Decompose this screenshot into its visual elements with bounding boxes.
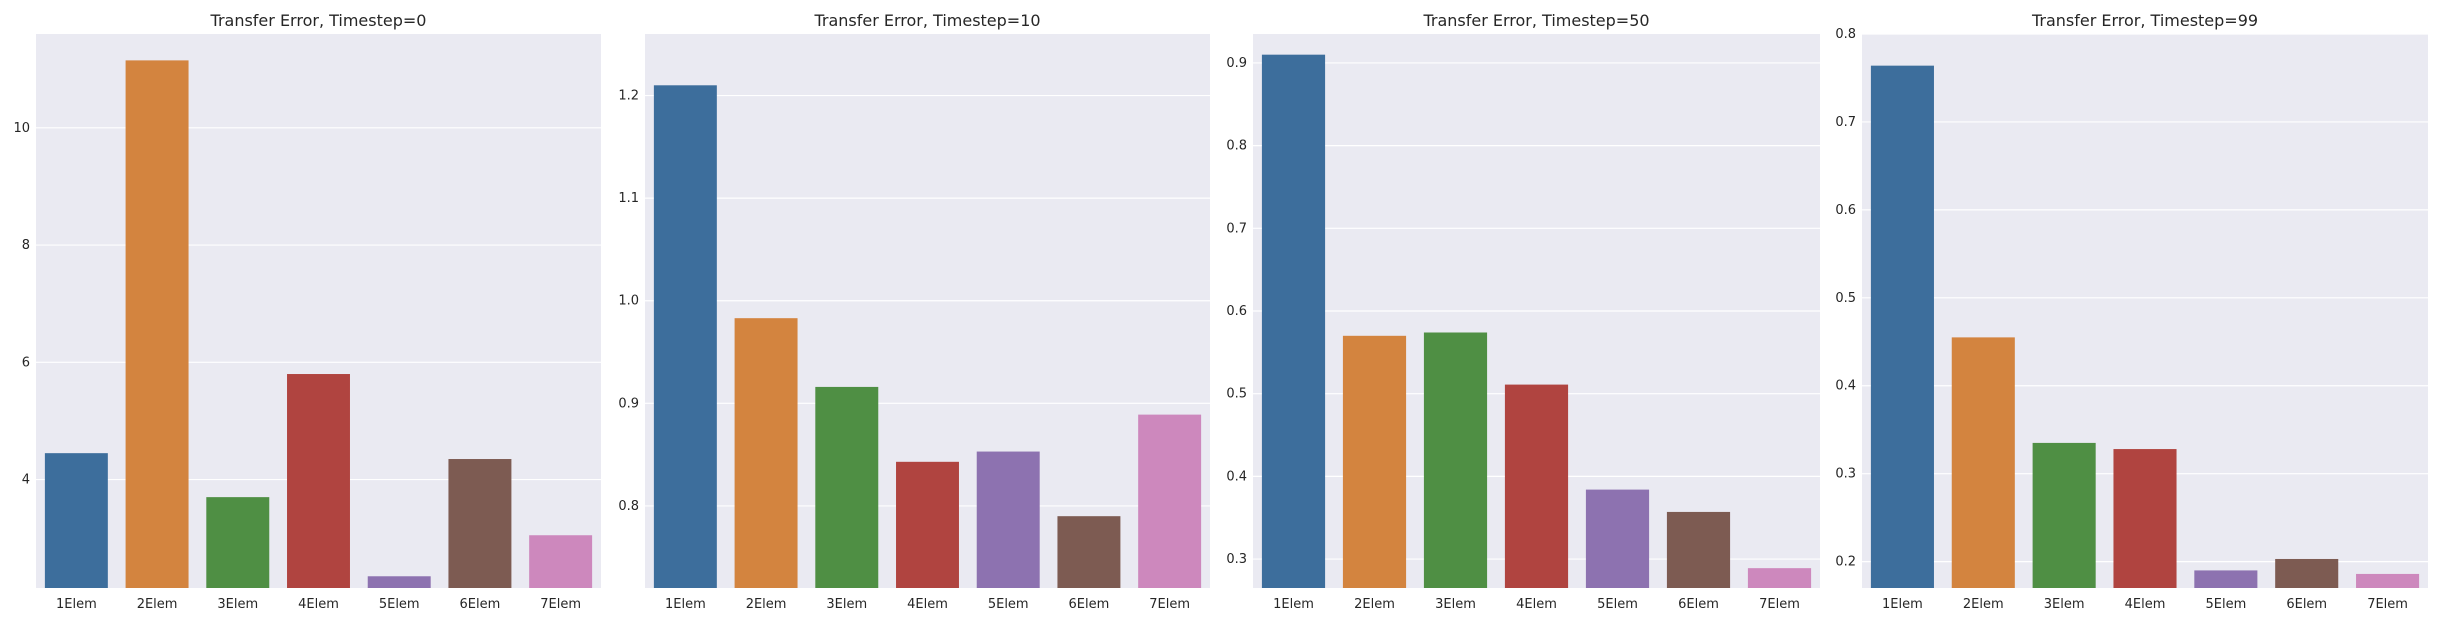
bar-7Elem (1138, 414, 1202, 588)
bar-4Elem (287, 374, 350, 588)
bar-3Elem (206, 497, 270, 588)
x-tick-label: 7Elem (1759, 597, 1800, 612)
y-tick-label: 0.9 (1226, 56, 1247, 71)
x-tick-label: 2Elem (746, 597, 787, 612)
x-tick-label: 6Elem (2286, 597, 2327, 612)
y-tick-label: 0.8 (1835, 27, 1856, 42)
y-tick-label: 0.6 (1835, 203, 1856, 218)
bar-3Elem (1423, 332, 1488, 588)
bar-2Elem (1342, 335, 1407, 588)
x-tick-label: 5Elem (988, 597, 1029, 612)
x-tick-label: 3Elem (826, 597, 867, 612)
x-tick-label: 7Elem (1149, 597, 1190, 612)
bar-1Elem (1261, 54, 1326, 589)
chart-panel-3: 0.3 0.4 0.5 0.6 0.7 0.8 0.9 1Elem 2Elem 3Elem 4Ele… (1226, 11, 1820, 612)
bar-6Elem (1666, 511, 1731, 588)
x-tick-label: 1Elem (1882, 597, 1923, 612)
bar-1Elem (44, 453, 108, 588)
y-tick-label: 0.8 (1226, 139, 1247, 154)
y-tick-label: 0.3 (1835, 467, 1856, 482)
y-tick-label: 6 (22, 355, 30, 370)
x-tick-label: 7Elem (2367, 597, 2408, 612)
bar-5Elem (367, 576, 431, 588)
bar-2Elem (1951, 337, 2015, 588)
y-tick-label: 1.1 (618, 191, 639, 206)
x-tick-label: 4Elem (2125, 597, 2166, 612)
bar-2Elem (734, 318, 798, 588)
y-tick-label: 0.4 (1835, 379, 1856, 394)
x-tick-label: 6Elem (460, 597, 501, 612)
x-tick-label: 5Elem (2205, 597, 2246, 612)
bar-5Elem (2194, 570, 2258, 588)
y-tick-label: 0.4 (1226, 469, 1247, 484)
y-tick-label: 8 (22, 238, 30, 253)
y-tick-label: 10 (13, 121, 30, 136)
bar-7Elem (2356, 573, 2420, 588)
x-tick-label: 2Elem (1354, 597, 1395, 612)
bar-3Elem (2032, 442, 2096, 588)
x-tick-label: 5Elem (1597, 597, 1638, 612)
bar-6Elem (1057, 516, 1121, 588)
chart-panel-1: 4 6 8 10 1Elem 2Elem 3Elem 4Elem 5Elem 6Elem 7Elem… (13, 11, 601, 612)
bar-2Elem (125, 60, 189, 588)
x-tick-label: 1Elem (665, 597, 706, 612)
x-tick-label: 4Elem (907, 597, 948, 612)
y-tick-label: 0.9 (618, 396, 639, 411)
chart-title: Transfer Error, Timestep=50 (1422, 11, 1649, 30)
bar-5Elem (1585, 489, 1650, 588)
x-tick-label: 7Elem (540, 597, 581, 612)
x-tick-label: 4Elem (1516, 597, 1557, 612)
x-tick-label: 3Elem (2044, 597, 2085, 612)
y-tick-label: 0.3 (1226, 552, 1247, 567)
bar-3Elem (815, 386, 879, 588)
bar-4Elem (2113, 449, 2177, 588)
y-tick-label: 0.5 (1226, 387, 1247, 402)
chart-panel-4: 0.2 0.3 0.4 0.5 0.6 0.7 0.8 1Elem 2Elem 3Elem 4Ele… (1835, 11, 2428, 612)
bar-1Elem (1870, 65, 1934, 588)
y-tick-label: 0.6 (1226, 304, 1247, 319)
chart-title: Transfer Error, Timestep=0 (210, 11, 427, 30)
bar-7Elem (1747, 568, 1812, 588)
x-tick-label: 6Elem (1678, 597, 1719, 612)
x-tick-label: 5Elem (379, 597, 420, 612)
x-tick-label: 2Elem (137, 597, 178, 612)
bar-7Elem (529, 535, 593, 588)
chart-title: Transfer Error, Timestep=10 (813, 11, 1040, 30)
x-tick-label: 3Elem (217, 597, 258, 612)
y-tick-label: 0.5 (1835, 291, 1856, 306)
x-tick-label: 2Elem (1963, 597, 2004, 612)
bar-4Elem (896, 461, 959, 588)
bar-1Elem (653, 85, 717, 588)
y-tick-label: 0.7 (1835, 115, 1856, 130)
y-tick-label: 0.2 (1835, 555, 1856, 570)
x-tick-label: 1Elem (1273, 597, 1314, 612)
x-tick-label: 4Elem (298, 597, 339, 612)
bar-4Elem (1504, 384, 1569, 588)
chart-panel-2: 0.8 0.9 1.0 1.1 1.2 1Elem 2Elem 3Elem 4Elem 5Elem… (618, 11, 1210, 612)
y-tick-label: 1.2 (618, 89, 639, 104)
y-tick-label: 1.0 (618, 294, 639, 309)
bar-6Elem (448, 459, 512, 588)
y-tick-label: 0.7 (1226, 221, 1247, 236)
x-tick-label: 1Elem (56, 597, 97, 612)
bar-6Elem (2275, 558, 2339, 588)
chart-title: Transfer Error, Timestep=99 (2031, 11, 2258, 30)
y-tick-label: 4 (22, 473, 30, 488)
y-tick-label: 0.8 (618, 499, 639, 514)
bar-5Elem (976, 451, 1040, 588)
x-tick-label: 3Elem (1435, 597, 1476, 612)
x-tick-label: 6Elem (1069, 597, 1110, 612)
